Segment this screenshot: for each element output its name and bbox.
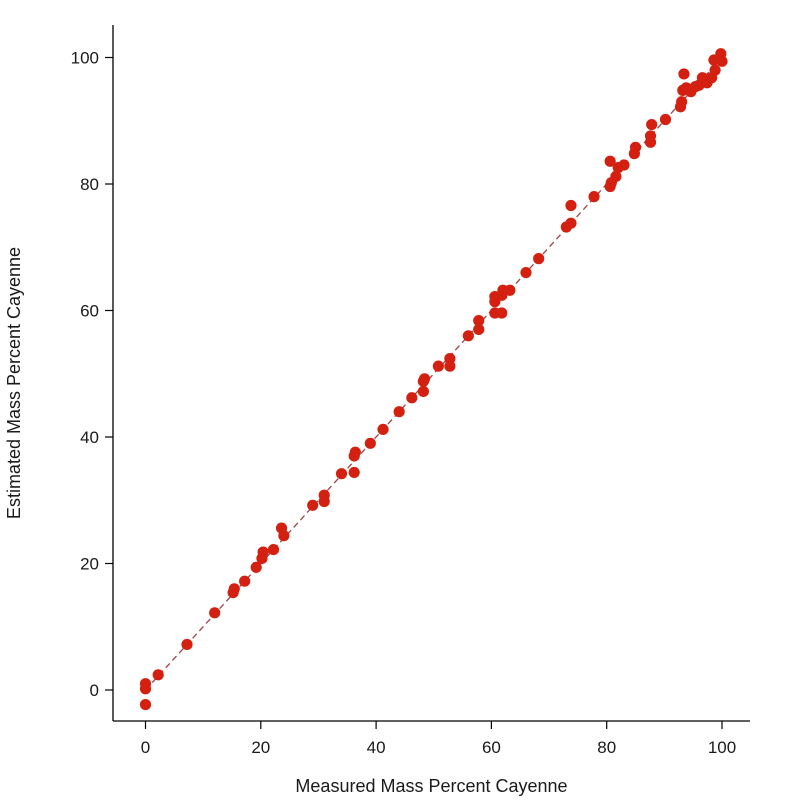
data-point <box>364 437 376 449</box>
data-point <box>610 170 622 183</box>
data-point <box>228 583 240 595</box>
x-tick-label: 20 <box>251 738 270 757</box>
data-point <box>659 113 672 126</box>
data-point <box>418 373 431 385</box>
x-tick-label: 40 <box>367 738 386 757</box>
data-point <box>604 155 616 167</box>
data-point <box>406 392 418 404</box>
y-tick-label: 40 <box>80 428 99 447</box>
y-tick-label: 20 <box>80 555 99 574</box>
y-tick-label: 80 <box>80 175 99 194</box>
data-point <box>709 64 721 76</box>
x-tick-label: 0 <box>141 738 150 757</box>
data-point <box>250 561 262 573</box>
data-point <box>209 607 221 619</box>
data-point <box>139 698 152 711</box>
data-point <box>278 530 290 542</box>
axes <box>112 25 750 722</box>
data-point <box>678 68 690 80</box>
data-point <box>520 266 532 279</box>
data-point <box>307 499 319 511</box>
data-point <box>335 468 348 480</box>
data-point <box>257 546 269 558</box>
data-point <box>716 55 728 67</box>
y-tick-label: 100 <box>71 49 99 68</box>
data-point <box>444 352 456 365</box>
data-point <box>377 423 389 436</box>
x-axis-title: Measured Mass Percent Cayenne <box>295 776 567 796</box>
x-tick-label: 100 <box>708 738 736 757</box>
data-point <box>152 669 164 681</box>
x-tick-label: 60 <box>482 738 501 757</box>
x-axis-ticks: 0 20 40 60 80 100 <box>141 721 736 757</box>
y-tick-label: 0 <box>90 681 99 700</box>
data-point <box>239 575 251 587</box>
data-point <box>473 323 485 336</box>
data-point <box>646 118 658 131</box>
data-point <box>533 253 545 265</box>
data-point <box>496 307 508 319</box>
data-point <box>417 385 429 398</box>
y-axis-title: Estimated Mass Percent Cayenne <box>4 247 24 519</box>
data-point <box>676 96 688 108</box>
data-point <box>618 159 630 171</box>
data-point <box>588 191 600 203</box>
data-point <box>432 360 444 372</box>
data-point <box>504 284 516 296</box>
data-point <box>348 466 360 479</box>
data-point <box>629 141 642 153</box>
x-tick-label: 80 <box>597 738 616 757</box>
data-points-layer <box>139 48 728 711</box>
data-point <box>181 638 193 651</box>
data-point <box>462 330 474 342</box>
data-point <box>473 315 485 327</box>
data-point <box>139 683 152 695</box>
data-point <box>318 489 330 501</box>
y-tick-label: 60 <box>80 302 99 321</box>
data-point <box>565 217 577 229</box>
y-axis-ticks: 0 20 40 60 80 100 <box>71 49 113 700</box>
data-point <box>644 130 657 142</box>
data-point <box>349 446 361 458</box>
data-point <box>565 199 577 212</box>
data-point <box>393 406 405 418</box>
data-point <box>267 543 280 556</box>
